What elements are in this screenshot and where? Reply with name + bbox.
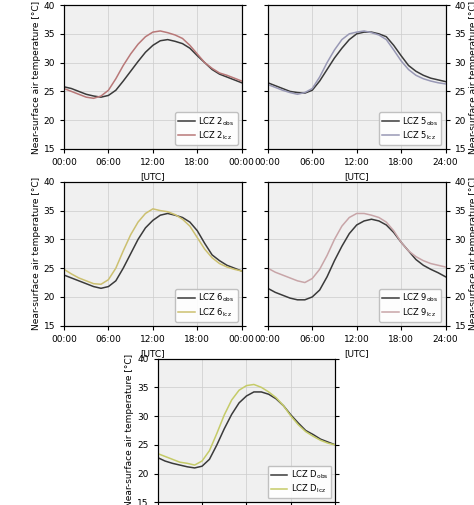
Legend: LCZ 6$_{\mathregular{obs}}$, LCZ 6$_{\mathregular{lcz}}$: LCZ 6$_{\mathregular{obs}}$, LCZ 6$_{\ma…: [175, 289, 237, 322]
Y-axis label: Near-surface air temperature [°C]: Near-surface air temperature [°C]: [469, 1, 474, 154]
X-axis label: [UTC]: [UTC]: [141, 349, 165, 359]
X-axis label: [UTC]: [UTC]: [141, 173, 165, 182]
X-axis label: [UTC]: [UTC]: [345, 349, 369, 359]
X-axis label: [UTC]: [UTC]: [345, 173, 369, 182]
Legend: LCZ 9$_{\mathregular{obs}}$, LCZ 9$_{\mathregular{lcz}}$: LCZ 9$_{\mathregular{obs}}$, LCZ 9$_{\ma…: [379, 289, 441, 322]
Y-axis label: Near-surface air temperature [°C]: Near-surface air temperature [°C]: [32, 177, 41, 330]
Y-axis label: Near-surface air temperature [°C]: Near-surface air temperature [°C]: [32, 1, 41, 154]
Y-axis label: Near-surface air temperature [°C]: Near-surface air temperature [°C]: [469, 177, 474, 330]
Legend: LCZ 2$_{\mathregular{obs}}$, LCZ 2$_{\mathregular{lcz}}$: LCZ 2$_{\mathregular{obs}}$, LCZ 2$_{\ma…: [175, 112, 237, 145]
Legend: LCZ 5$_{\mathregular{obs}}$, LCZ 5$_{\mathregular{lcz}}$: LCZ 5$_{\mathregular{obs}}$, LCZ 5$_{\ma…: [379, 112, 441, 145]
Legend: LCZ D$_{\mathregular{obs}}$, LCZ D$_{\mathregular{lcz}}$: LCZ D$_{\mathregular{obs}}$, LCZ D$_{\ma…: [268, 466, 331, 498]
Y-axis label: Near-surface air temperature [°C]: Near-surface air temperature [°C]: [125, 354, 134, 505]
